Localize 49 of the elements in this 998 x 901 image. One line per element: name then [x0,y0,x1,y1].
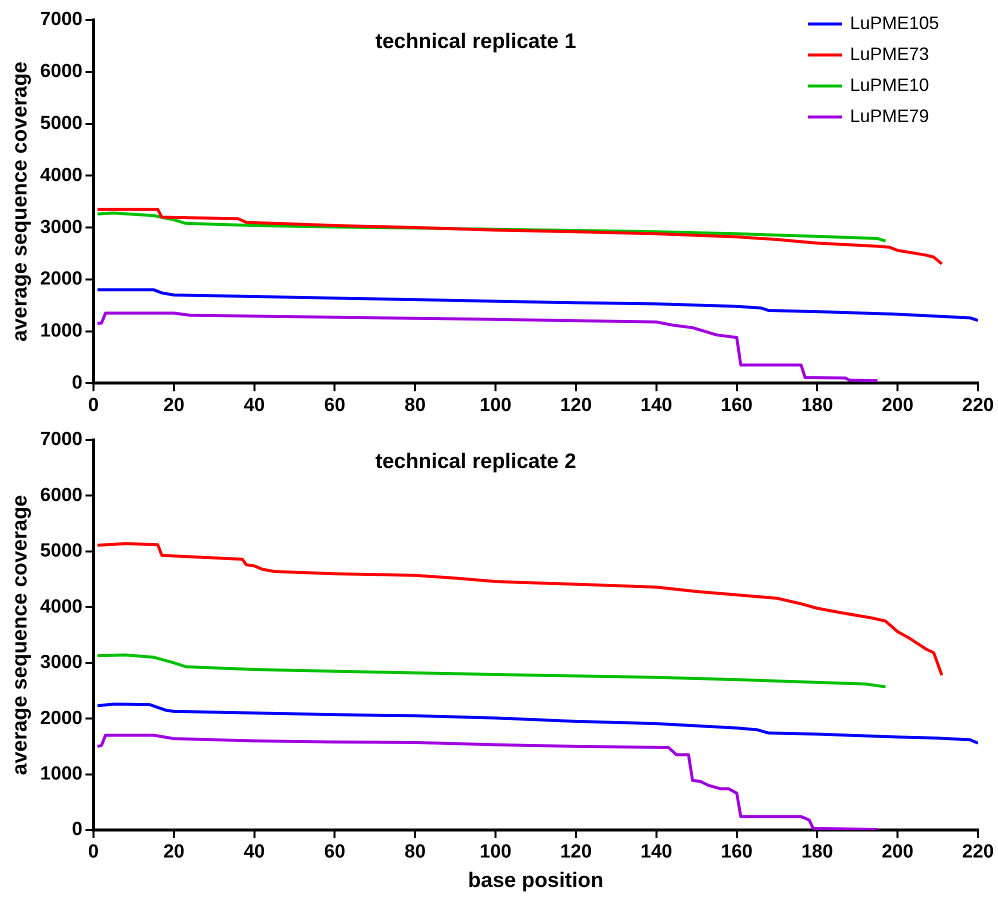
x-tick-label: 100 [480,394,512,416]
x-tick-label: 180 [801,394,834,416]
y-tick-label: 2000 [40,708,82,729]
y-tick-label: 4000 [40,596,82,618]
y-tick-label: 0 [72,819,82,840]
y-tick-label: 1000 [40,320,82,342]
x-tick-label: 60 [324,842,346,863]
y-tick-label: 7000 [40,9,82,30]
y-axis-title: average sequence coverage [8,494,32,776]
y-tick-label: 7000 [40,429,82,450]
x-tick-label: 60 [324,394,346,416]
x-tick-label: 140 [640,394,672,416]
y-tick-label: 0 [72,372,82,394]
x-tick-label: 0 [88,842,99,863]
x-tick-label: 200 [882,394,914,416]
x-tick-label: 120 [560,842,592,863]
x-tick-label: 0 [88,394,99,416]
x-tick-label: 40 [244,842,265,863]
x-tick-label: 220 [962,394,994,416]
y-tick-label: 3000 [40,652,82,674]
y-tick-label: 4000 [40,164,82,186]
y-tick-label: 5000 [40,113,82,134]
x-tick-label: 80 [404,842,426,863]
x-tick-label: 40 [244,394,265,416]
x-tick-label: 120 [560,394,592,416]
x-tick-label: 220 [962,842,994,863]
x-tick-label: 160 [720,394,753,416]
x-tick-label: 20 [163,394,184,416]
x-tick-label: 160 [720,842,753,863]
y-tick-label: 6000 [40,61,82,82]
x-tick-label: 180 [801,842,834,863]
y-tick-label: 2000 [40,268,82,290]
x-tick-label: 80 [404,394,426,416]
y-tick-label: 6000 [40,484,82,506]
y-tick-label: 1000 [40,764,82,785]
y-tick-label: 3000 [40,216,82,238]
text: technical replicate 1 [375,30,576,53]
x-tick-label: 100 [480,842,512,863]
legend-label: LuPME79 [850,106,930,126]
x-axis-title: base position [468,869,604,892]
x-tick-label: 140 [640,842,672,863]
legend-label: LuPME73 [850,44,930,64]
legend-label: LuPME105 [850,12,940,33]
legend-label: LuPME10 [850,74,930,95]
y-axis-title: average sequence coverage [8,62,32,342]
y-tick-label: 5000 [40,540,82,562]
x-tick-label: 200 [882,842,914,863]
x-tick-label: 20 [163,842,184,863]
text: technical replicate 2 [375,450,576,473]
